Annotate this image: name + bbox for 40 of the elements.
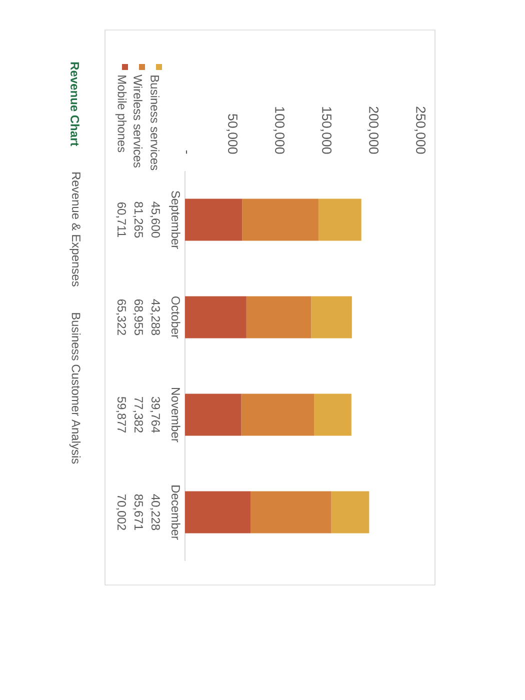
legend-label: Wireless services <box>134 74 142 168</box>
text: Revenue & Expenses <box>70 172 80 286</box>
x-tick-label: 150,000 <box>320 107 332 154</box>
y-tick-label: October <box>171 296 180 338</box>
data-label: 40,228 <box>150 494 160 530</box>
data-label: 70,002 <box>116 494 126 530</box>
x-tick-label: 100,000 <box>273 107 285 154</box>
data-label: 81,265 <box>133 202 143 238</box>
legend-label: Mobile phones <box>115 76 127 152</box>
data-label: 68,955 <box>133 300 143 336</box>
bar <box>185 491 251 534</box>
x-tick-label: 50,000 <box>226 114 238 154</box>
data-label: 45,600 <box>150 202 160 238</box>
bar <box>242 198 318 241</box>
y-tick-label: November <box>171 388 180 442</box>
bar <box>246 296 312 338</box>
text: Business Customer Analysis <box>69 313 81 464</box>
data-label: 59,877 <box>116 396 126 432</box>
bar <box>314 394 352 436</box>
y-tick-label: December <box>171 486 180 540</box>
text: Revenue Chart <box>70 62 80 146</box>
bar <box>311 296 352 338</box>
bar <box>185 198 242 241</box>
x-tick-label: 200,000 <box>367 106 379 154</box>
bar <box>185 296 246 338</box>
data-label: 85,671 <box>133 494 143 530</box>
x-tick-label: - <box>186 150 188 154</box>
bar <box>241 394 314 436</box>
bar <box>318 198 362 241</box>
data-label: 77,382 <box>133 397 143 432</box>
bar <box>331 491 370 534</box>
data-label: 43,288 <box>150 299 160 336</box>
data-label: 60,711 <box>116 202 126 238</box>
x-tick-label: 250,000 <box>414 106 426 154</box>
bar <box>250 491 332 534</box>
data-label: 39,764 <box>150 396 160 433</box>
bar <box>185 394 242 436</box>
data-label: 65,322 <box>116 300 126 335</box>
legend-label: Business services <box>150 76 160 170</box>
y-tick-label: September <box>169 190 180 249</box>
